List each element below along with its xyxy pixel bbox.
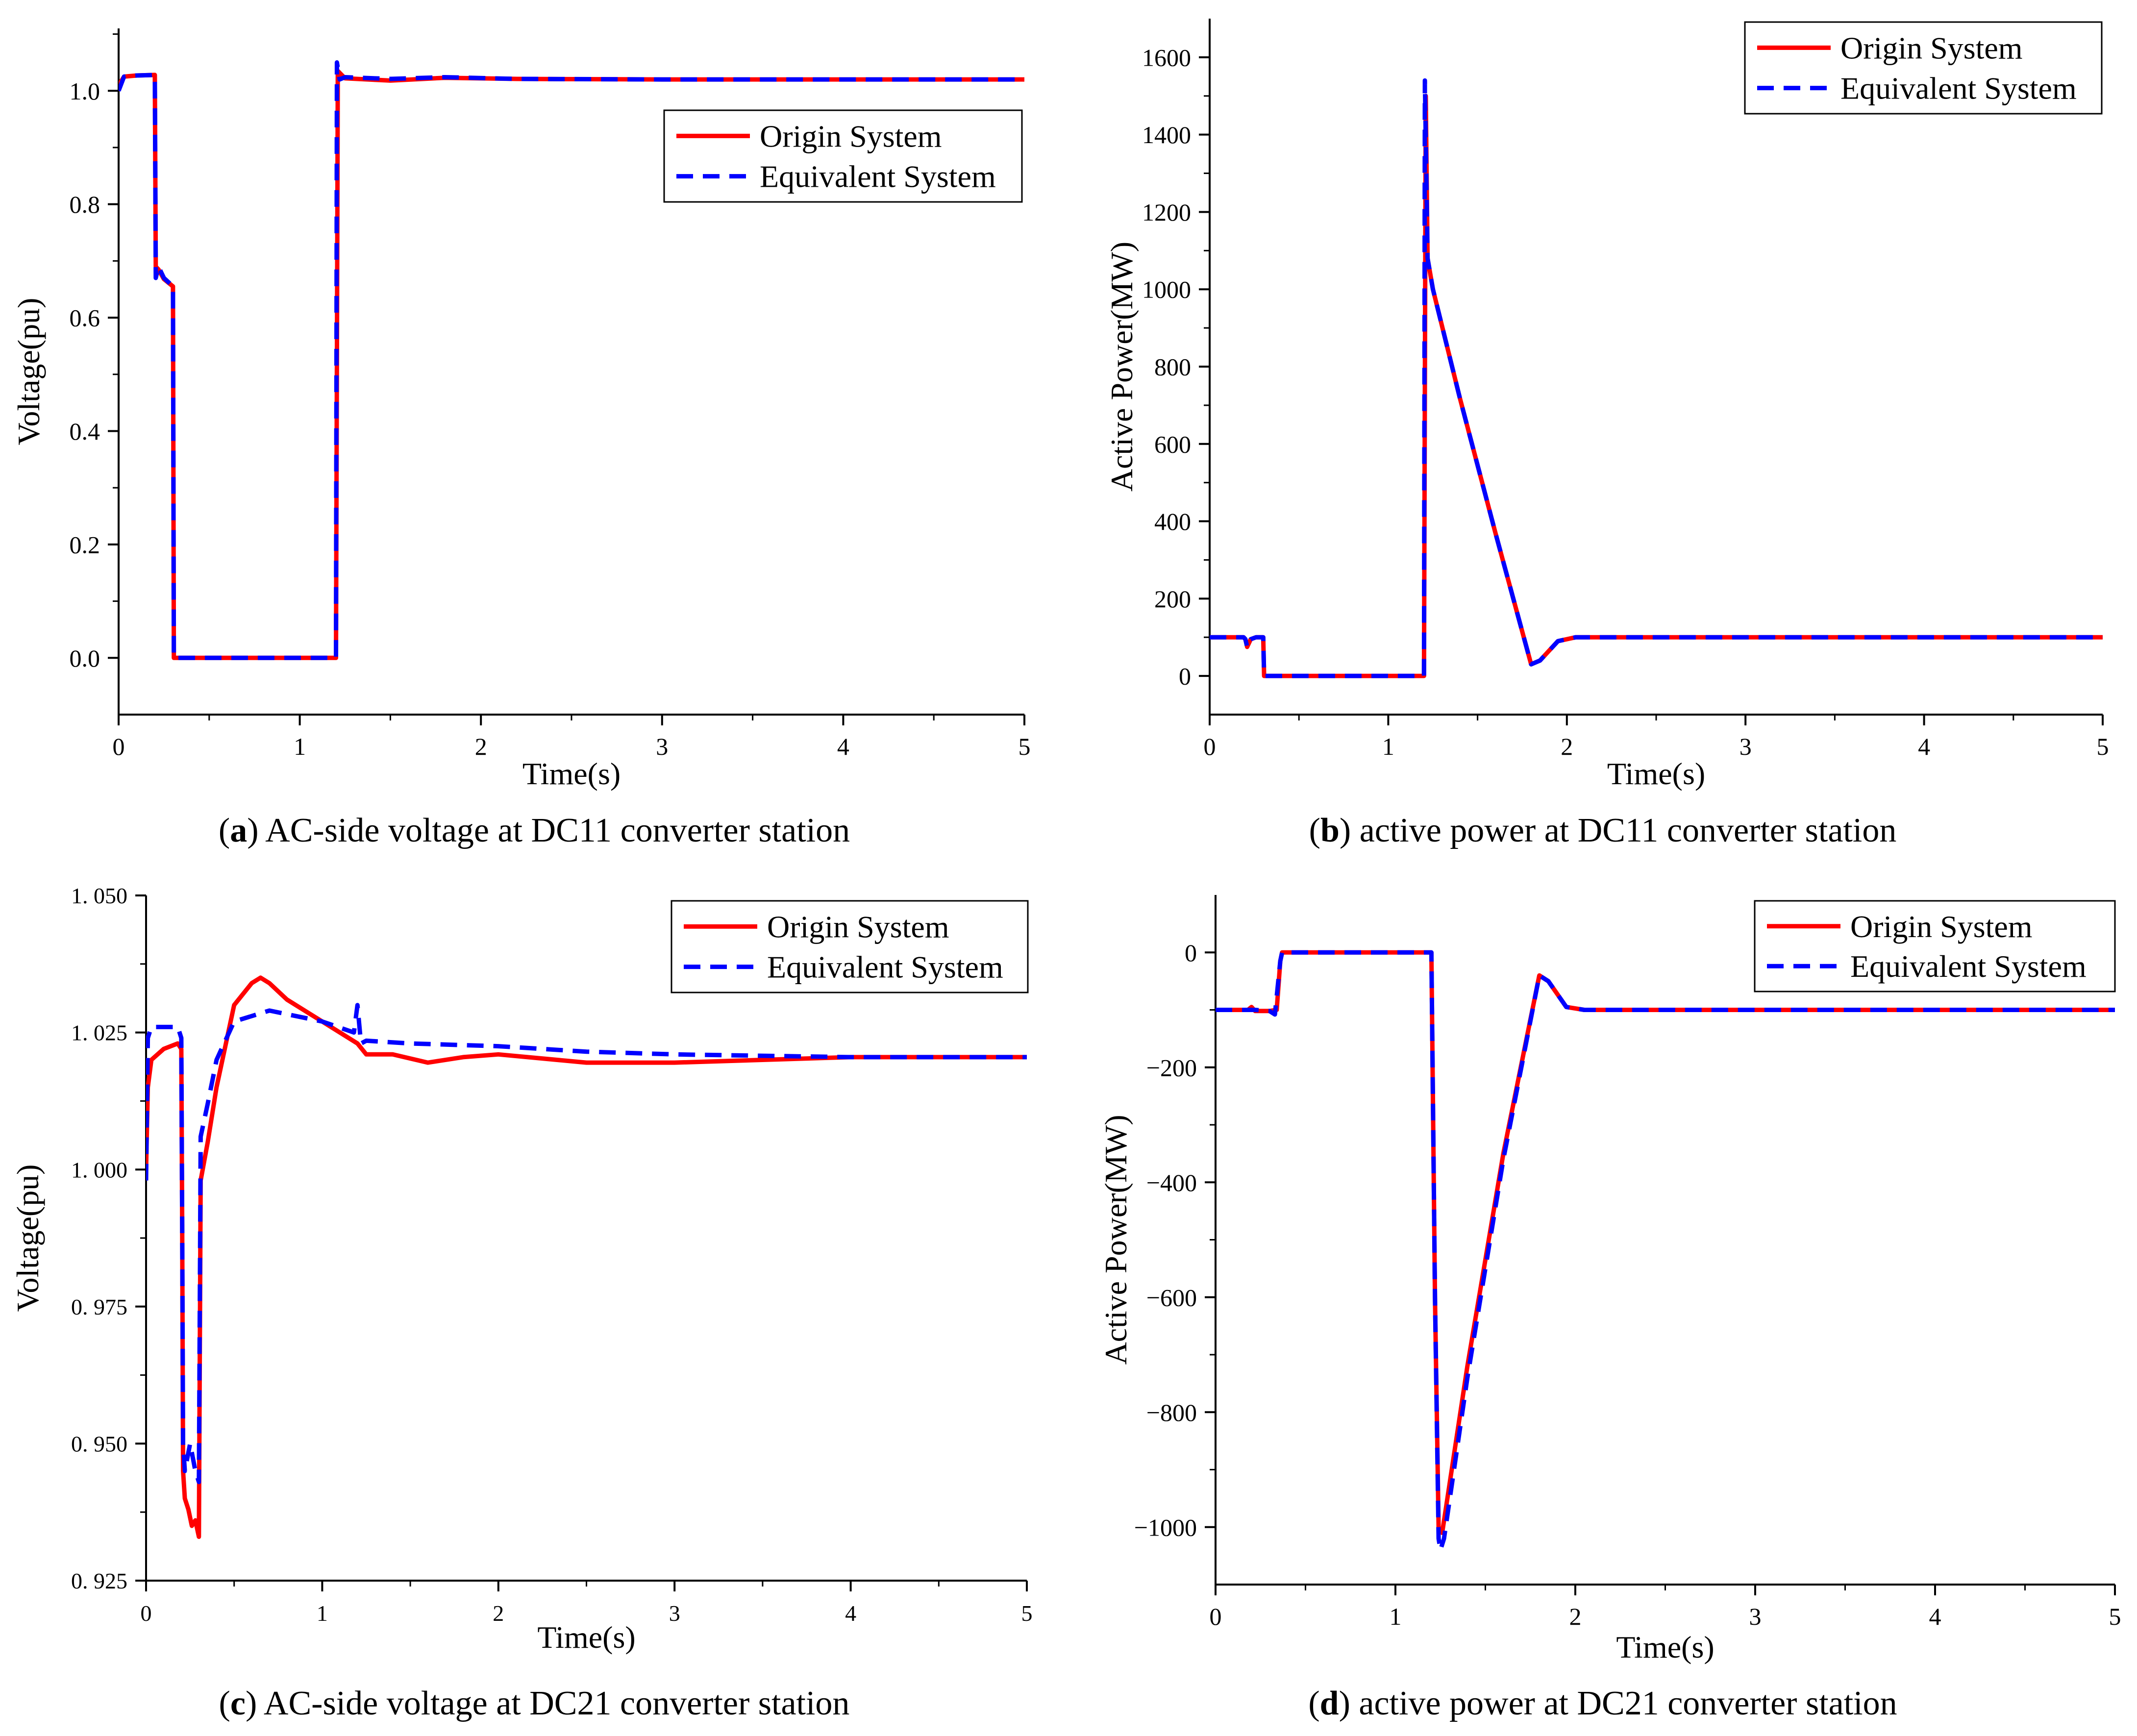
y-tick-label: 0.4 bbox=[70, 418, 100, 445]
legend-label-origin-system: Origin System bbox=[760, 119, 942, 153]
legend-label-equivalent-system: Equivalent System bbox=[760, 159, 996, 194]
x-tick-label: 2 bbox=[1561, 733, 1573, 760]
caption-c: (c) AC-side voltage at DC21 converter st… bbox=[219, 1685, 850, 1722]
x-tick-label: 0 bbox=[1210, 1603, 1222, 1630]
series-line-equivalent-system bbox=[1210, 78, 2103, 678]
y-tick-label: 1. 025 bbox=[71, 1020, 127, 1045]
y-axis-label: Voltage(pu) bbox=[11, 298, 46, 446]
y-tick-label: 1400 bbox=[1142, 121, 1191, 149]
chart-b: 0 1 2 3 4 5 0 200 400 600 800 1000 1200 1400 1600 Time(… bbox=[1104, 19, 2109, 791]
x-axis-label: Time(s) bbox=[537, 1620, 635, 1655]
x-tick-label: 4 bbox=[837, 733, 849, 760]
x-tick-label: 1 bbox=[317, 1601, 328, 1626]
panel-a: 0 1 2 3 4 5 0.0 0.2 0.4 0.6 0.8 1.0 Time(s) Voltage(p… bbox=[0, 0, 1068, 868]
legend-label-origin-system: Origin System bbox=[767, 909, 949, 944]
y-tick-label: 1. 000 bbox=[71, 1157, 127, 1182]
y-tick-label: 600 bbox=[1154, 430, 1191, 458]
chart-c: 0 1 2 3 4 5 0. 925 0. 950 0. 975 1. 000 1. 025 1. 0… bbox=[10, 883, 1033, 1655]
y-tick-label: −800 bbox=[1146, 1399, 1197, 1426]
legend-box bbox=[1754, 900, 2116, 992]
x-tick-label: 1 bbox=[1382, 733, 1394, 760]
legend-box bbox=[663, 109, 1023, 203]
y-tick-label: 0.8 bbox=[70, 191, 100, 218]
y-tick-label: −600 bbox=[1146, 1284, 1197, 1311]
legend-label-origin-system: Origin System bbox=[1850, 909, 2033, 944]
series-line-origin-system bbox=[1210, 94, 2103, 678]
caption-letter-c: c bbox=[230, 1685, 246, 1722]
series-line-origin-system bbox=[146, 975, 1027, 1539]
x-tick-label: 3 bbox=[1739, 733, 1752, 760]
caption-text-c: AC-side voltage at DC21 converter statio… bbox=[263, 1685, 850, 1722]
x-tick-label: 4 bbox=[845, 1601, 856, 1626]
y-tick-label: −400 bbox=[1146, 1169, 1197, 1196]
legend-label-equivalent-system: Equivalent System bbox=[1840, 71, 2077, 106]
y-tick-label: 1200 bbox=[1142, 198, 1191, 226]
x-tick-label: 2 bbox=[493, 1601, 504, 1626]
chart-a: 0 1 2 3 4 5 0.0 0.2 0.4 0.6 0.8 1.0 Time(s) Voltage(p… bbox=[11, 28, 1031, 791]
y-tick-label: 0.6 bbox=[70, 304, 100, 332]
panel-c: 0 1 2 3 4 5 0. 925 0. 950 0. 975 1. 000 1. 025 1. 0… bbox=[0, 868, 1068, 1736]
x-tick-label: 0 bbox=[113, 733, 125, 760]
x-tick-label: 5 bbox=[2109, 1603, 2121, 1630]
chart-d: 0 1 2 3 4 5 −1000 −800 −600 −400 −200 0 Time(s) Activ… bbox=[1098, 895, 2121, 1664]
caption-text-b: active power at DC11 converter station bbox=[1359, 812, 1897, 849]
caption-d: (d) active power at DC21 converter stati… bbox=[1308, 1685, 1897, 1722]
y-tick-label: 0 bbox=[1185, 939, 1197, 967]
caption-a: (a) AC-side voltage at DC11 converter st… bbox=[218, 812, 850, 849]
caption-b: (b) active power at DC11 converter stati… bbox=[1309, 812, 1897, 849]
y-tick-label: 1. 050 bbox=[71, 883, 127, 908]
x-tick-label: 3 bbox=[669, 1601, 680, 1626]
y-axis-label: Active Power(MW) bbox=[1098, 1115, 1133, 1364]
caption-letter-d: d bbox=[1319, 1685, 1339, 1722]
y-tick-label: −200 bbox=[1146, 1054, 1197, 1081]
y-tick-label: 0. 925 bbox=[71, 1568, 127, 1593]
y-tick-label: 400 bbox=[1154, 508, 1191, 535]
x-tick-label: 5 bbox=[1021, 1601, 1033, 1626]
series-line-equivalent-system bbox=[1216, 950, 2115, 1553]
legend-label-equivalent-system: Equivalent System bbox=[767, 950, 1003, 985]
legend-box bbox=[1744, 21, 2103, 115]
y-tick-label: 0. 950 bbox=[71, 1432, 127, 1457]
x-tick-label: 1 bbox=[1390, 1603, 1402, 1630]
x-tick-label: 0 bbox=[141, 1601, 152, 1626]
x-tick-label: 2 bbox=[1569, 1603, 1582, 1630]
panel-d: 0 1 2 3 4 5 −1000 −800 −600 −400 −200 0 Time(s) Activ… bbox=[1068, 868, 2137, 1736]
x-tick-label: 5 bbox=[1019, 733, 1031, 760]
caption-text-a: AC-side voltage at DC11 converter statio… bbox=[265, 812, 850, 849]
caption-letter-a: a bbox=[230, 812, 248, 849]
x-axis-label: Time(s) bbox=[1616, 1630, 1714, 1664]
caption-text-d: active power at DC21 converter station bbox=[1359, 1685, 1897, 1722]
y-tick-label: 1600 bbox=[1142, 44, 1191, 71]
legend-label-origin-system: Origin System bbox=[1840, 30, 2023, 65]
x-axis-label: Time(s) bbox=[522, 756, 621, 791]
legend-box bbox=[671, 900, 1029, 993]
y-tick-label: 0.2 bbox=[70, 531, 100, 558]
x-tick-label: 4 bbox=[1929, 1603, 1941, 1630]
x-tick-label: 4 bbox=[1918, 733, 1930, 760]
y-tick-label: 200 bbox=[1154, 585, 1191, 613]
x-tick-label: 0 bbox=[1204, 733, 1216, 760]
panel-b: 0 1 2 3 4 5 0 200 400 600 800 1000 1200 1400 1600 Time(… bbox=[1068, 0, 2137, 868]
y-tick-label: 1000 bbox=[1142, 276, 1191, 303]
x-axis-label: Time(s) bbox=[1607, 756, 1705, 791]
y-tick-label: 0.0 bbox=[70, 645, 100, 672]
x-tick-label: 3 bbox=[1749, 1603, 1762, 1630]
y-tick-label: −1000 bbox=[1134, 1513, 1197, 1541]
caption-letter-b: b bbox=[1320, 812, 1340, 849]
x-tick-label: 2 bbox=[475, 733, 487, 760]
y-tick-label: 1.0 bbox=[70, 77, 100, 105]
y-tick-label: 800 bbox=[1154, 353, 1191, 381]
x-tick-label: 3 bbox=[656, 733, 668, 760]
y-tick-label: 0 bbox=[1179, 663, 1191, 690]
series-line-origin-system bbox=[1216, 950, 2115, 1535]
series-line-equivalent-system bbox=[146, 1003, 1027, 1485]
y-tick-label: 0. 975 bbox=[71, 1294, 127, 1319]
y-axis-label: Voltage(pu) bbox=[10, 1165, 45, 1312]
y-axis-label: Active Power(MW) bbox=[1104, 242, 1139, 492]
x-tick-label: 1 bbox=[294, 733, 306, 760]
x-tick-label: 5 bbox=[2097, 733, 2109, 760]
legend-label-equivalent-system: Equivalent System bbox=[1850, 949, 2087, 984]
